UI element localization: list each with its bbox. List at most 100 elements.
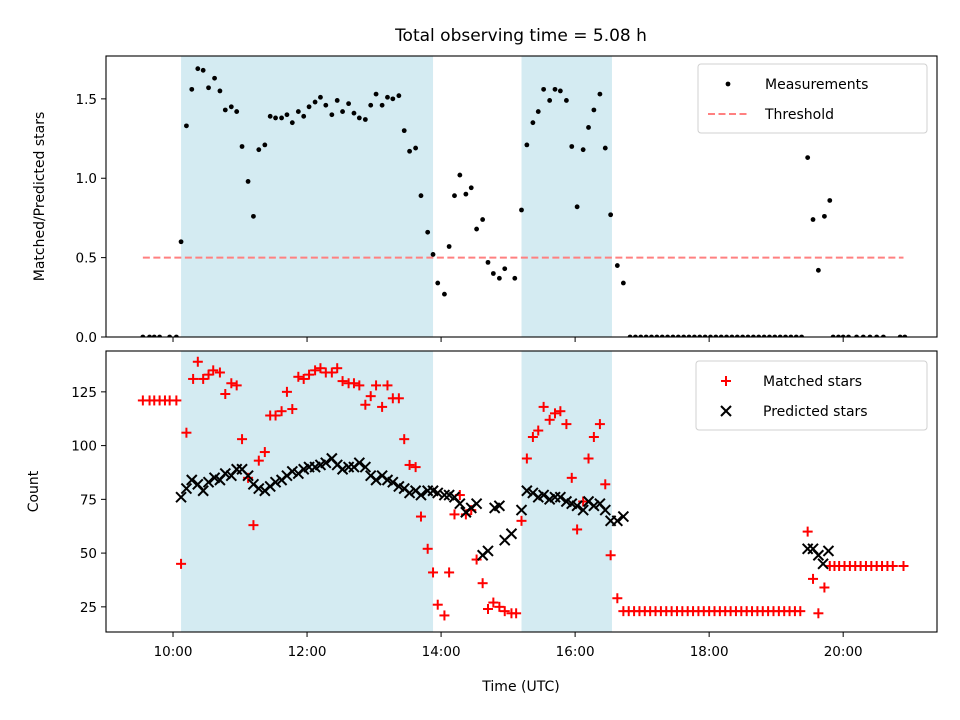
point-ratio-0-129 [867,334,873,337]
point-ratio-0-110 [761,334,767,337]
point-counts-1-79 [801,543,814,555]
bottom-panel: 25 50 75 100 125 10:00 12:00 14:00 16:00 18:00 20:… [26,350,938,660]
point-ratio-0-123 [830,334,836,337]
point-ratio-0-13 [217,88,223,94]
point-counts-1-75 [599,504,611,516]
point-counts-1-35 [370,474,382,486]
point-counts-0-81 [588,431,599,442]
point-ratio-0-99 [702,334,708,337]
point-counts-0-72 [538,401,549,412]
point-counts-0-56 [449,509,460,520]
point-ratio-0-45 [396,93,402,99]
point-counts-1-12 [242,469,254,482]
x-tick-label-0: 10:00 [154,644,193,660]
point-counts-1-17 [269,476,282,488]
legend-marker-counts-1 [720,405,732,417]
point-ratio-0-4 [167,334,173,337]
point-ratio-0-95 [681,334,687,337]
point-counts-0-119 [795,606,806,617]
point-ratio-0-9 [195,66,201,72]
point-counts-0-27 [287,404,298,415]
point-ratio-0-116 [793,334,799,337]
y-tick-label-counts-3: 100 [71,439,97,455]
point-ratio-0-21 [262,142,268,148]
point-ratio-0-132 [897,334,903,337]
point-counts-0-63 [488,597,499,608]
point-ratio-0-52 [435,280,441,286]
point-ratio-0-83 [614,263,620,268]
point-ratio-0-59 [474,226,479,232]
axes-frame [105,55,938,338]
point-counts-1-55 [482,545,494,557]
point-ratio-0-80 [597,91,603,97]
point-ratio-0-8 [189,86,195,92]
point-ratio-0-106 [740,334,746,337]
point-counts-1-1 [180,482,193,495]
point-counts-0-32 [315,363,326,374]
point-ratio-0-50 [425,229,431,235]
point-counts-0-28 [293,371,304,382]
top-panel: 0.0 0.5 1.0 1.5 Matched/Predicted stars Measu… [32,55,938,346]
point-counts-0-50 [415,511,426,522]
point-counts-0-84 [605,550,616,561]
point-counts-1-53 [470,497,483,510]
legend-marker-ratio-0 [725,81,731,87]
point-counts-0-80 [583,453,594,464]
point-counts-1-32 [353,457,366,469]
data-markers [140,66,908,337]
point-counts-0-55 [444,567,455,578]
point-ratio-0-76 [574,204,580,210]
point-counts-0-15 [220,388,231,399]
point-ratio-0-42 [379,102,385,108]
point-ratio-0-22 [267,113,273,119]
point-ratio-0-18 [245,179,251,184]
point-counts-1-64 [537,489,550,501]
point-counts-0-85 [612,593,623,604]
point-ratio-0-67 [524,142,530,148]
point-counts-0-51 [422,543,433,554]
point-ratio-0-122 [827,198,833,203]
point-ratio-0-73 [557,88,563,94]
point-counts-0-26 [281,386,292,397]
point-counts-0-69 [521,453,532,464]
point-ratio-0-115 [788,334,794,337]
point-ratio-0-14 [222,107,228,113]
point-ratio-0-87 [638,334,644,337]
point-ratio-0-124 [836,334,841,337]
point-counts-0-83 [600,479,611,490]
point-ratio-0-104 [729,334,735,337]
point-counts-1-47 [438,489,451,501]
point-ratio-0-61 [485,259,491,265]
point-counts-1-8 [219,467,231,480]
y-tick-label-ratio-3: 1.5 [76,92,97,108]
point-ratio-0-63 [496,275,502,281]
point-ratio-0-15 [228,104,234,110]
point-counts-1-59 [505,528,518,540]
point-ratio-0-11 [206,85,211,91]
legend-ratio: Measurements Threshold [697,63,928,134]
point-counts-0-14 [214,367,225,378]
y-tick-label-ratio-0: 0.0 [76,330,97,346]
point-ratio-0-47 [407,148,412,154]
point-ratio-0-66 [519,207,524,213]
x-tick-label-2: 14:00 [422,644,461,660]
point-ratio-0-82 [608,212,614,218]
point-counts-0-68 [516,515,527,526]
point-ratio-0-93 [670,334,676,337]
data-markers [137,356,909,621]
point-counts-0-65 [499,606,510,617]
point-ratio-0-62 [490,271,496,276]
point-counts-0-40 [360,399,371,410]
point-counts-1-50 [454,497,466,510]
point-ratio-0-43 [385,94,390,100]
point-ratio-0-25 [284,112,290,118]
point-counts-0-61 [477,578,488,589]
point-counts-0-9 [188,373,199,384]
point-ratio-0-40 [368,102,374,108]
point-ratio-0-19 [251,213,256,219]
point-counts-0-75 [555,406,566,417]
point-counts-1-82 [817,558,829,570]
point-counts-0-42 [371,380,382,391]
y-tick-label-counts-1: 50 [80,546,97,562]
x-tick-label-1: 12:00 [288,644,327,660]
